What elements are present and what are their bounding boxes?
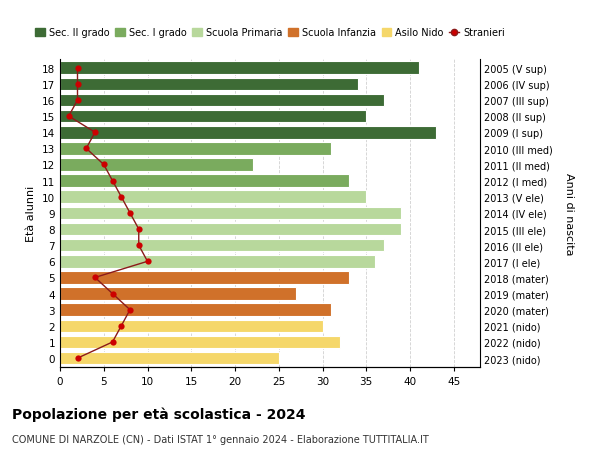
Bar — [60, 175, 349, 188]
Y-axis label: Anni di nascita: Anni di nascita — [564, 172, 574, 255]
Bar — [60, 256, 375, 268]
Bar — [60, 62, 419, 75]
Legend: Sec. II grado, Sec. I grado, Scuola Primaria, Scuola Infanzia, Asilo Nido, Stran: Sec. II grado, Sec. I grado, Scuola Prim… — [31, 24, 509, 42]
Bar — [60, 159, 253, 171]
Bar — [60, 352, 279, 364]
Bar — [60, 239, 384, 252]
Bar — [60, 223, 401, 236]
Bar — [60, 191, 366, 204]
Text: COMUNE DI NARZOLE (CN) - Dati ISTAT 1° gennaio 2024 - Elaborazione TUTTITALIA.IT: COMUNE DI NARZOLE (CN) - Dati ISTAT 1° g… — [12, 434, 429, 444]
Bar — [60, 143, 331, 155]
Bar — [60, 272, 349, 284]
Y-axis label: Età alunni: Età alunni — [26, 185, 37, 241]
Bar — [60, 78, 358, 91]
Bar — [60, 95, 384, 107]
Text: Popolazione per età scolastica - 2024: Popolazione per età scolastica - 2024 — [12, 406, 305, 421]
Bar — [60, 288, 296, 300]
Bar — [60, 320, 323, 332]
Bar — [60, 127, 436, 139]
Bar — [60, 336, 340, 348]
Bar — [60, 304, 331, 316]
Bar — [60, 111, 366, 123]
Bar — [60, 207, 401, 220]
